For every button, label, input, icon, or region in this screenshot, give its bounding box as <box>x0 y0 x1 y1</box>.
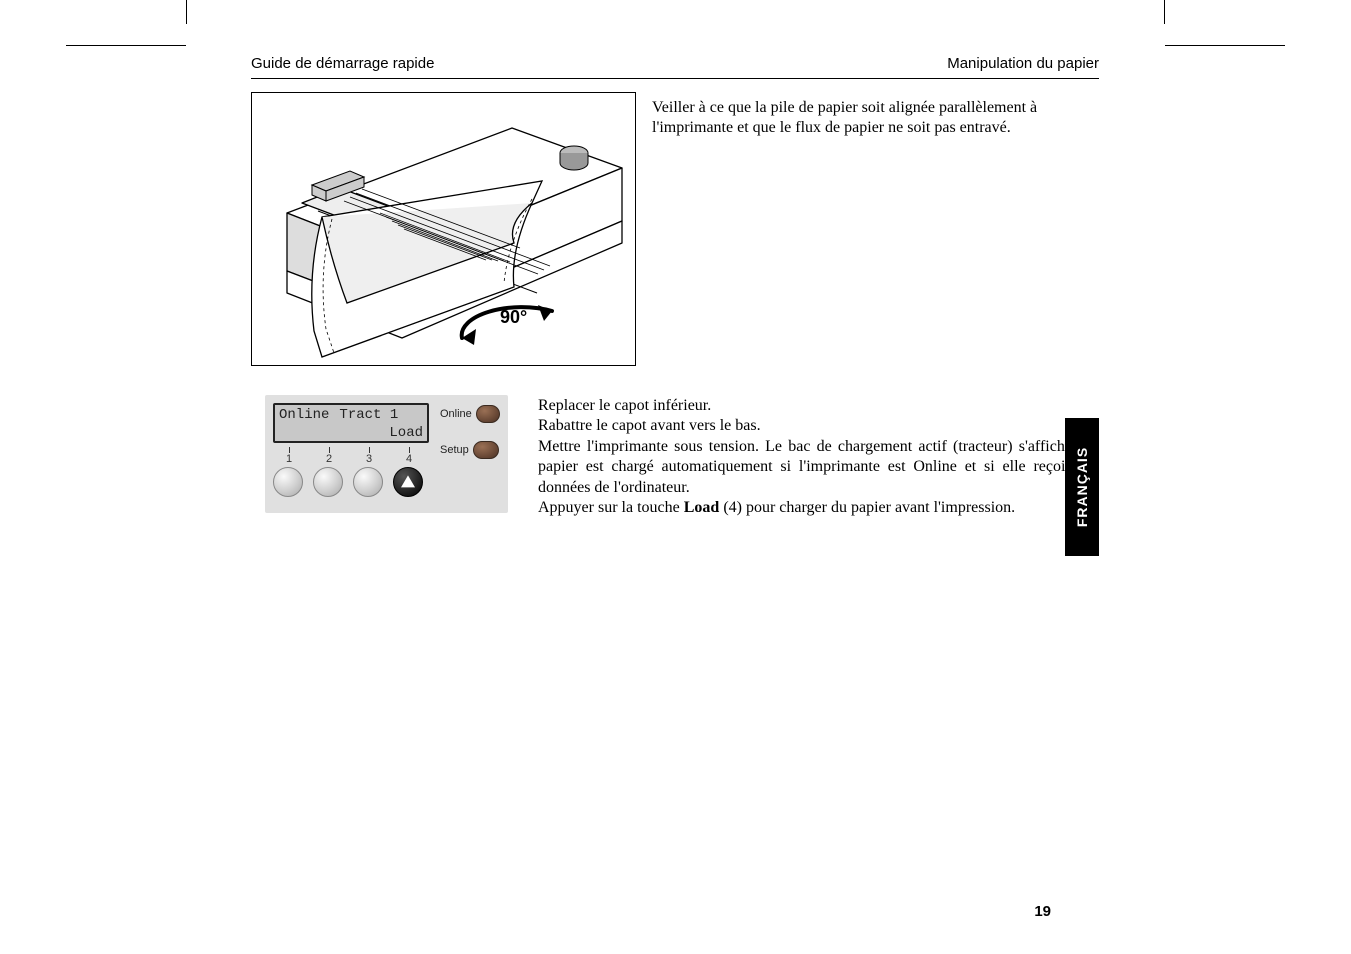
angle-label: 90° <box>500 307 527 327</box>
page-number: 19 <box>1034 903 1051 920</box>
load-key-name: Load <box>684 499 720 516</box>
printer-control-panel: Online Tract 1 Load 1 2 3 4 Online <box>265 395 508 513</box>
side-buttons: Online Setup <box>440 405 500 477</box>
button-number: 3 <box>363 453 375 465</box>
page-header: Guide de démarrage rapide Manipulation d… <box>251 55 1099 72</box>
lcd-status: Online <box>279 406 329 424</box>
panel-button-1[interactable] <box>273 467 303 497</box>
text-run: Appuyer sur la touche <box>538 499 684 516</box>
setup-label: Setup <box>440 444 469 456</box>
instruction-line: Rabattre le capot avant vers le bas. <box>538 416 1099 436</box>
panel-button-4-load[interactable] <box>393 467 423 497</box>
crop-mark-segment <box>1165 45 1285 46</box>
panel-buttons <box>273 467 423 497</box>
crop-mark-segment <box>1164 0 1165 24</box>
printer-illustration: 90° <box>252 93 637 367</box>
instruction-line: Mettre l'imprimante sous tension. Le bac… <box>538 437 1099 498</box>
language-tab: FRANÇAIS <box>1065 418 1099 556</box>
setup-button[interactable] <box>473 441 499 459</box>
header-right: Manipulation du papier <box>947 55 1099 72</box>
panel-button-3[interactable] <box>353 467 383 497</box>
printer-paper-figure: 90° <box>251 92 636 366</box>
button-number: 1 <box>283 453 295 465</box>
panel-button-2[interactable] <box>313 467 343 497</box>
instruction-line: Replacer le capot inférieur. <box>538 396 1099 416</box>
paragraph-instructions: Replacer le capot inférieur. Rabattre le… <box>538 396 1099 519</box>
online-label: Online <box>440 408 472 420</box>
text-run: (4) pour charger du papier avant l'impre… <box>719 499 1015 516</box>
document-page: Guide de démarrage rapide Manipulation d… <box>0 0 1351 954</box>
header-left: Guide de démarrage rapide <box>251 55 434 72</box>
language-label: FRANÇAIS <box>1074 447 1090 527</box>
lcd-display: Online Tract 1 Load <box>273 403 429 443</box>
crop-mark-segment <box>66 45 186 46</box>
header-rule <box>251 78 1099 79</box>
paragraph-alignment: Veiller à ce que la pile de papier soit … <box>652 98 1099 138</box>
crop-mark-segment <box>186 0 187 24</box>
up-arrow-icon <box>401 475 415 487</box>
setup-button-group: Setup <box>440 441 500 459</box>
online-button[interactable] <box>476 405 500 423</box>
instruction-line: Appuyer sur la touche Load (4) pour char… <box>538 498 1099 518</box>
online-button-group: Online <box>440 405 500 423</box>
button-number: 4 <box>403 453 415 465</box>
lcd-action: Load <box>279 424 423 442</box>
button-number: 2 <box>323 453 335 465</box>
lcd-tractor: Tract 1 <box>339 406 398 424</box>
